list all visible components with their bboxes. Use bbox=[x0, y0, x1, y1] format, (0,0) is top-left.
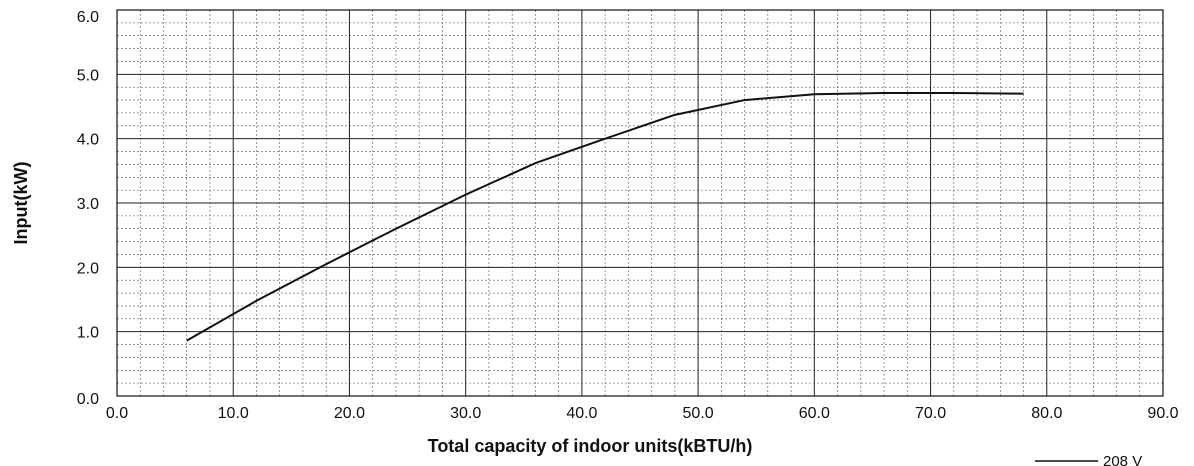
x-tick-label: 60.0 bbox=[799, 405, 830, 422]
x-axis-label: Total capacity of indoor units(kBTU/h) bbox=[428, 436, 753, 456]
series-layer bbox=[186, 91, 1024, 342]
x-tick-label: 70.0 bbox=[915, 405, 946, 422]
y-tick-label: 3.0 bbox=[77, 196, 99, 213]
major-grid bbox=[117, 10, 1163, 396]
y-tick-label: 1.0 bbox=[77, 325, 99, 342]
y-tick-labels: 0.0 1.0 2.0 3.0 4.0 5.0 6.0 bbox=[77, 9, 99, 408]
x-tick-label: 30.0 bbox=[450, 405, 481, 422]
x-tick-label: 90.0 bbox=[1147, 405, 1178, 422]
y-tick-label: 5.0 bbox=[77, 67, 99, 84]
y-axis-label: Input(kW) bbox=[11, 162, 31, 245]
x-tick-label: 40.0 bbox=[566, 405, 597, 422]
y-tick-label: 6.0 bbox=[77, 9, 99, 26]
y-tick-label: 0.0 bbox=[77, 391, 99, 408]
plot-frame bbox=[116, 9, 1164, 397]
x-tick-label: 20.0 bbox=[334, 405, 365, 422]
legend-label-208v: 208 V bbox=[1103, 453, 1142, 466]
y-tick-label: 4.0 bbox=[77, 132, 99, 149]
x-tick-label: 50.0 bbox=[683, 405, 714, 422]
x-tick-label: 0.0 bbox=[106, 405, 128, 422]
x-tick-label: 80.0 bbox=[1031, 405, 1062, 422]
x-tick-labels: 0.0 10.0 20.0 30.0 40.0 50.0 60.0 70.0 80.0 90.0 bbox=[106, 405, 1179, 422]
y-tick-label: 2.0 bbox=[77, 260, 99, 277]
legend: 208 V bbox=[1035, 453, 1142, 466]
x-tick-label: 10.0 bbox=[218, 405, 249, 422]
series-line-208v bbox=[186, 91, 1024, 342]
